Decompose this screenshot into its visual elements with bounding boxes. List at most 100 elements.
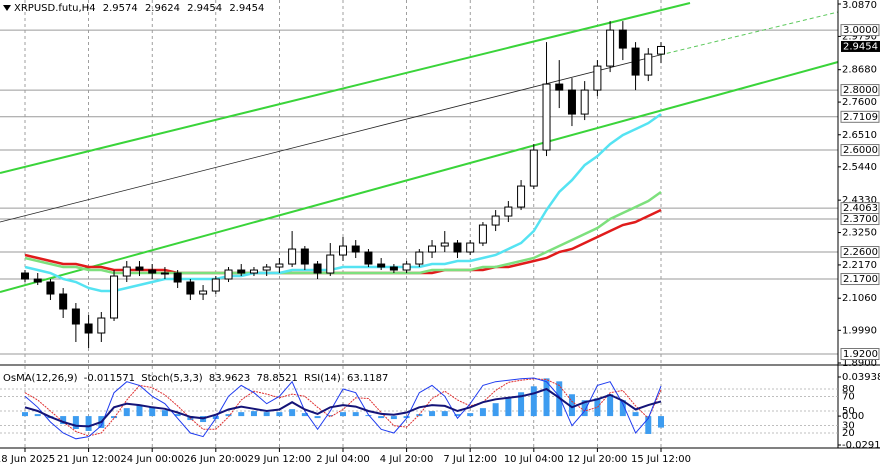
candle-body xyxy=(21,272,29,280)
y2-tick-label: 20 xyxy=(842,428,855,439)
candle-body xyxy=(644,53,653,76)
candle-body xyxy=(466,242,475,253)
candle-body xyxy=(453,242,462,253)
candle-body xyxy=(249,269,258,274)
signal-line xyxy=(24,378,662,437)
indicator-name: Stoch(5,3,3) xyxy=(141,373,203,384)
candle-body xyxy=(33,278,42,283)
level-label: 2.1700 xyxy=(843,274,878,285)
histogram-bar xyxy=(22,412,28,417)
trend-line xyxy=(659,11,839,56)
level-label: 2.8000 xyxy=(843,85,878,96)
trend-line xyxy=(0,54,661,223)
drawings xyxy=(0,2,839,293)
histogram-bar xyxy=(340,412,346,417)
candle-body xyxy=(389,266,398,271)
x-tick-label: 29 Jun 12:00 xyxy=(248,454,312,465)
y-tick-label: 1.8900 xyxy=(842,358,877,369)
y-tick-label: 2.6510 xyxy=(842,130,877,141)
histogram-bar xyxy=(632,412,639,417)
candle-body xyxy=(300,248,309,265)
y2-tick-label: 70 xyxy=(842,391,855,402)
histogram-bar xyxy=(85,416,92,431)
candle-body xyxy=(59,293,68,310)
candle-body xyxy=(275,263,284,268)
y-tick-label: 0.03938 xyxy=(842,372,880,383)
candle-body xyxy=(71,308,80,325)
indicator-line xyxy=(24,387,662,428)
candle-body xyxy=(288,248,297,265)
level-box xyxy=(840,110,880,123)
ohlc: 2.9454 xyxy=(187,3,222,14)
histogram-bar xyxy=(378,416,385,419)
histogram-bar xyxy=(441,411,448,417)
ohlc: 2.9574 xyxy=(103,3,138,14)
histogram-bar xyxy=(174,414,181,417)
moving-average xyxy=(24,190,662,275)
level-label: 2.4063 xyxy=(843,203,878,214)
collapse-icon[interactable] xyxy=(3,5,11,11)
histogram-bar xyxy=(479,408,486,417)
trend-line xyxy=(0,61,839,293)
histogram-bar xyxy=(607,394,614,417)
y2-tick-label: 50 xyxy=(842,406,855,417)
level-label: 2.7109 xyxy=(843,112,878,123)
level-label: 3.0000 xyxy=(843,25,878,36)
candle-body xyxy=(491,215,500,226)
candle-body xyxy=(313,263,322,274)
candle-body xyxy=(148,269,157,274)
histogram-bar xyxy=(543,378,550,417)
candle-body xyxy=(593,65,602,91)
histogram-bar xyxy=(365,415,372,417)
candle-body xyxy=(186,281,195,295)
level-box xyxy=(840,144,880,157)
histogram-bar xyxy=(327,415,334,417)
histogram-bar xyxy=(403,416,410,419)
histogram-bar xyxy=(314,416,321,419)
candle-body xyxy=(631,47,640,76)
histogram-bar xyxy=(161,410,168,417)
y-tick-label: 0.00 xyxy=(842,411,864,422)
x-tick-label: 2 Jul 04:00 xyxy=(316,454,370,465)
level-box xyxy=(840,246,880,259)
histogram-bar xyxy=(429,411,436,417)
y2-tick-label: 30 xyxy=(842,421,855,432)
level-box xyxy=(840,213,880,226)
histogram-bar xyxy=(250,411,257,417)
candle-body xyxy=(402,263,411,271)
histogram-bar xyxy=(505,398,512,417)
histogram-bar xyxy=(276,412,283,417)
candle-body xyxy=(224,269,233,280)
level-box xyxy=(840,84,880,97)
candle-body xyxy=(84,323,93,334)
x-tick-label: 12 Jul 20:00 xyxy=(567,454,627,465)
candle-body xyxy=(580,89,589,115)
x-tick-label: 24 Jun 00:00 xyxy=(120,454,184,465)
y-tick-label: 2.2170 xyxy=(842,260,877,271)
histogram-bar xyxy=(581,400,588,417)
histogram-bar xyxy=(619,400,626,417)
histogram-bar xyxy=(492,403,499,417)
level-label: 2.2600 xyxy=(843,247,878,258)
histogram-bar xyxy=(72,416,79,429)
indicator-value: 78.8521 xyxy=(256,373,297,384)
histogram-bar xyxy=(263,412,270,417)
histogram-bar xyxy=(530,386,537,417)
histogram-bar xyxy=(60,416,67,425)
histogram-bar xyxy=(467,413,474,417)
y-tick-label: 2.9790 xyxy=(842,31,877,42)
y-tick-label: 3.0870 xyxy=(842,0,877,11)
current-price-label: 2.9454 xyxy=(843,41,878,52)
candle-body xyxy=(211,278,220,292)
trend-line xyxy=(0,2,691,174)
level-label: 1.9200 xyxy=(843,349,878,360)
candle-body xyxy=(555,83,564,91)
moving-average xyxy=(24,113,662,293)
ohlc: 2.9454 xyxy=(229,3,264,14)
candle-body xyxy=(199,290,208,295)
ohlc: 2.9624 xyxy=(145,3,180,14)
indicator-line xyxy=(24,377,662,440)
x-tick-label: 7 Jul 12:00 xyxy=(443,454,497,465)
histogram-bar xyxy=(301,413,308,417)
